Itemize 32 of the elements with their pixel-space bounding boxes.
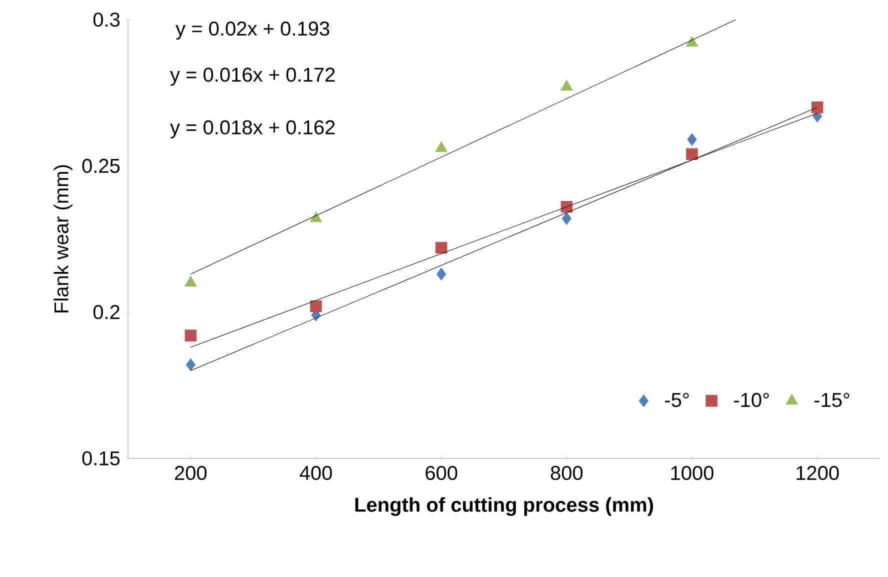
annotation: y = 0.016x + 0.172 xyxy=(170,68,335,86)
legend-label: -10° xyxy=(734,392,769,408)
point xyxy=(186,358,196,372)
x-tick-label: 200 xyxy=(174,466,207,480)
y-tick-label: 0.3 xyxy=(93,12,120,27)
y-axis-title: Flank wear (mm) xyxy=(54,165,72,312)
point xyxy=(435,242,448,254)
y-tick-label: 0.2 xyxy=(93,305,120,320)
annotation: y = 0.018x + 0.162 xyxy=(170,120,335,138)
y-tick-label: 0.15 xyxy=(82,451,120,466)
legend-label: -15° xyxy=(814,392,850,408)
point xyxy=(435,141,448,152)
y-tick-label: 0.25 xyxy=(82,158,120,173)
legend-label: -5° xyxy=(665,392,689,408)
x-tick-label: 1000 xyxy=(671,466,714,480)
x-axis-title: Length of cutting process (mm) xyxy=(355,497,654,516)
point xyxy=(562,212,572,225)
point xyxy=(687,133,697,146)
point xyxy=(310,212,322,222)
annotation: y = 0.02x + 0.193 xyxy=(176,22,330,40)
point xyxy=(184,330,197,342)
x-tick-label: 800 xyxy=(550,466,583,480)
x-tick-label: 1200 xyxy=(796,466,839,480)
point xyxy=(811,102,824,114)
point xyxy=(436,268,446,280)
point xyxy=(560,80,573,91)
point xyxy=(310,300,322,312)
x-tick-label: 600 xyxy=(426,466,458,480)
point xyxy=(686,148,698,160)
point xyxy=(686,36,698,47)
x-tick-label: 400 xyxy=(300,466,332,480)
point xyxy=(560,200,573,213)
